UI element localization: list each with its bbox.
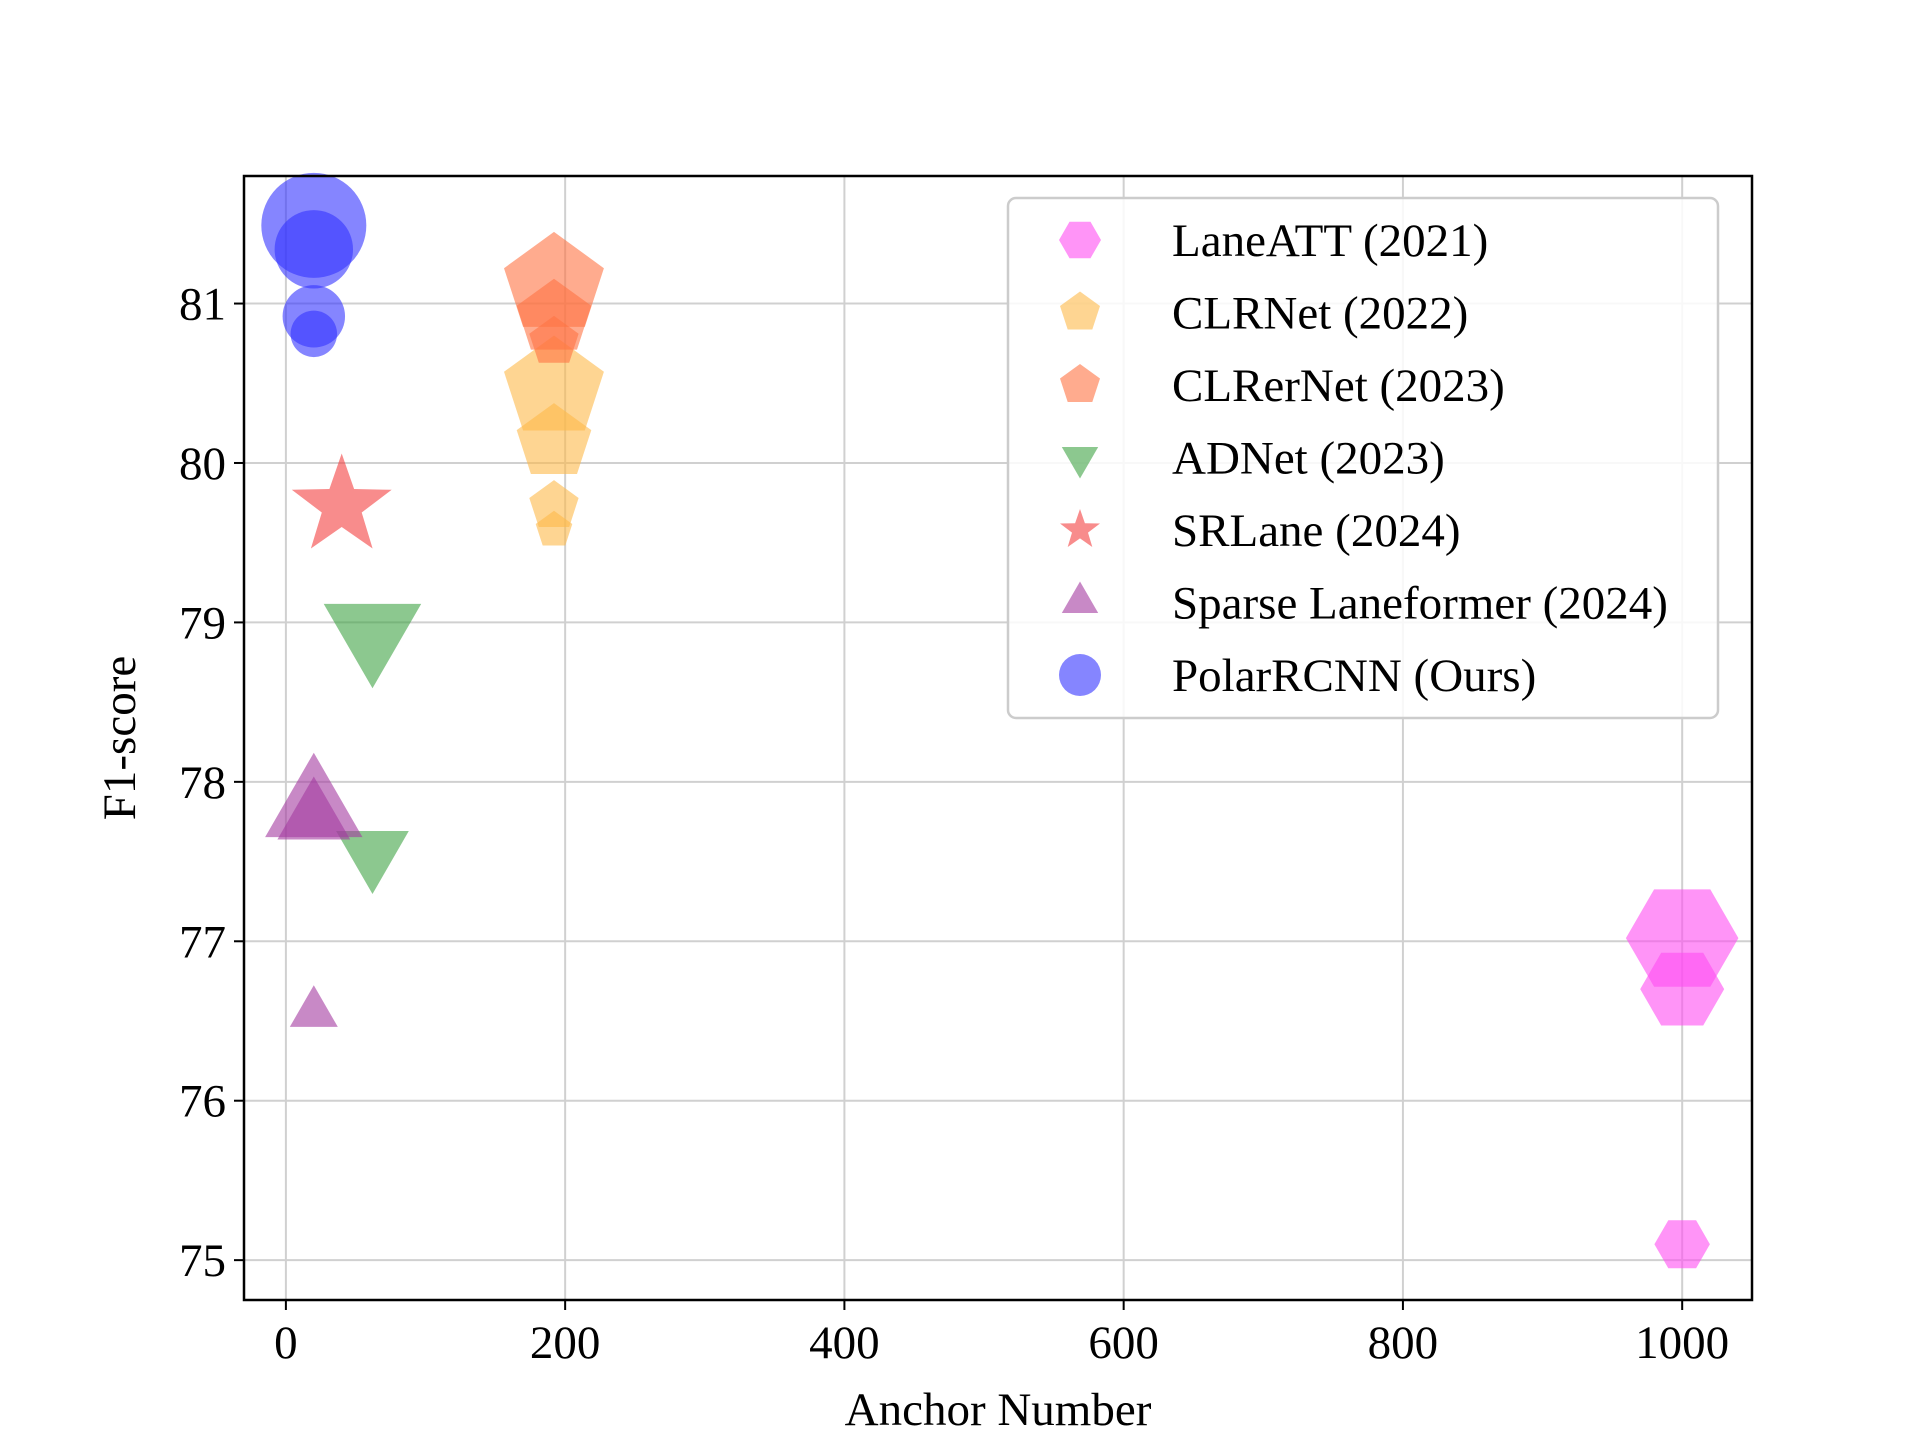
plot-frame [242,174,1754,1302]
y-tick-label: 77 [179,916,226,968]
data-point [274,210,354,289]
legend-label: SRLane (2024) [1172,505,1460,557]
y-tick-label: 75 [179,1235,226,1287]
series-1 [504,335,604,546]
data-point [291,453,392,549]
axis-ticks: 0 200 400 600 800 1000 75 76 77 78 79 80 81 [179,279,1729,1369]
data-point [1625,889,1739,987]
x-tick-label: 200 [530,1317,601,1369]
x-tick-label: 800 [1368,1317,1439,1369]
legend-label: PolarRCNN (Ours) [1172,650,1536,702]
y-tick-label: 79 [179,597,226,649]
legend-marker [1061,581,1099,613]
y-tick-label: 81 [179,279,226,331]
x-axis-label: Anchor Number [845,1384,1152,1436]
data-point [1654,1220,1710,1269]
legend-label: Sparse Laneformer (2024) [1172,578,1668,630]
legend: LaneATT (2021) CLRNet (2022) CLRerNet (202… [1006,196,1720,720]
y-tick-label: 78 [179,757,226,809]
data-point [290,310,338,358]
data-point [535,510,573,546]
data-point [336,831,409,894]
series-4 [291,453,392,549]
y-axis-label: F1-score [94,656,146,820]
data-point [277,776,351,840]
series-6 [261,172,367,358]
legend-box [1006,196,1720,720]
legend-label: ADNet (2023) [1172,433,1445,485]
legend-marker [1059,221,1101,259]
data-point [529,315,579,363]
legend-marker [1059,654,1101,696]
data-point [1640,952,1725,1026]
legend-marker [1060,291,1100,330]
legend-label: CLRNet (2022) [1172,288,1468,340]
legend-label: LaneATT (2021) [1172,215,1488,267]
data-point [504,335,604,431]
series-3 [323,603,422,894]
data-point [289,985,338,1027]
data-marks [261,172,1739,1269]
x-tick-label: 400 [809,1317,880,1369]
legend-label: CLRerNet (2023) [1172,360,1505,412]
x-tick-label: 0 [274,1317,298,1369]
series-5 [265,752,363,1027]
data-point [516,403,592,474]
series-0 [1625,889,1739,1269]
series-2 [504,231,604,363]
legend-marker [1061,447,1099,479]
x-tick-label: 600 [1088,1317,1159,1369]
data-point [323,603,422,689]
legend-marker [1060,509,1100,547]
y-tick-label: 76 [179,1076,226,1128]
y-tick-label: 80 [179,438,226,490]
data-point [529,480,579,527]
legend-marker [1060,364,1100,402]
x-tick-label: 1000 [1635,1317,1729,1369]
